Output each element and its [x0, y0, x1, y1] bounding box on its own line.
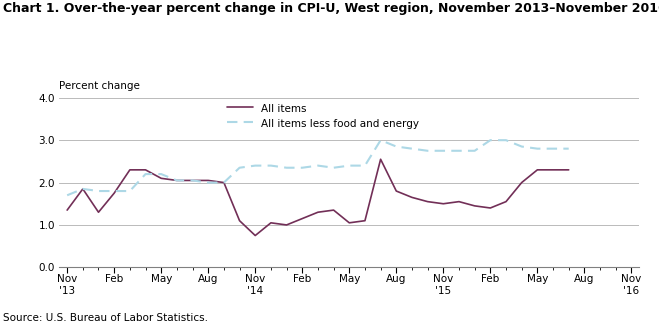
All items	[502, 200, 510, 203]
All items less food and energy	[345, 164, 353, 168]
All items	[345, 221, 353, 225]
Line: All items less food and energy: All items less food and energy	[67, 140, 569, 195]
All items less food and energy	[110, 189, 118, 193]
All items	[424, 200, 432, 203]
All items less food and energy	[63, 193, 71, 197]
All items	[158, 176, 165, 180]
All items	[471, 204, 478, 208]
All items	[126, 168, 134, 172]
All items less food and energy	[251, 164, 259, 168]
All items	[110, 191, 118, 195]
All items less food and energy	[173, 179, 181, 183]
All items less food and energy	[220, 181, 228, 185]
All items less food and energy	[188, 179, 196, 183]
All items	[173, 179, 181, 183]
All items less food and energy	[299, 166, 306, 170]
All items	[455, 200, 463, 203]
Line: All items: All items	[67, 159, 569, 235]
All items	[267, 221, 275, 225]
All items less food and energy	[236, 166, 244, 170]
All items less food and energy	[283, 166, 291, 170]
All items	[486, 206, 494, 210]
All items	[440, 202, 447, 206]
All items	[63, 208, 71, 212]
Text: Source: U.S. Bureau of Labor Statistics.: Source: U.S. Bureau of Labor Statistics.	[3, 313, 208, 323]
All items	[377, 157, 385, 161]
Text: Percent change: Percent change	[59, 81, 140, 91]
All items less food and energy	[518, 145, 526, 149]
All items less food and energy	[502, 138, 510, 142]
All items less food and energy	[158, 172, 165, 176]
All items less food and energy	[267, 164, 275, 168]
All items less food and energy	[408, 147, 416, 151]
All items less food and energy	[314, 164, 322, 168]
All items less food and energy	[142, 172, 150, 176]
All items	[79, 187, 87, 191]
All items	[533, 168, 541, 172]
All items less food and energy	[549, 147, 557, 151]
All items less food and energy	[204, 181, 212, 185]
All items	[188, 179, 196, 183]
All items	[392, 189, 400, 193]
All items less food and energy	[565, 147, 573, 151]
All items	[408, 195, 416, 199]
All items less food and energy	[392, 145, 400, 149]
Legend: All items, All items less food and energy: All items, All items less food and energ…	[227, 103, 419, 129]
All items less food and energy	[361, 164, 369, 168]
All items	[142, 168, 150, 172]
All items	[330, 208, 337, 212]
All items	[251, 233, 259, 237]
Text: Chart 1. Over-the-year percent change in CPI-U, West region, November 2013–Novem: Chart 1. Over-the-year percent change in…	[3, 2, 659, 15]
All items	[518, 181, 526, 185]
All items less food and energy	[94, 189, 102, 193]
All items	[220, 181, 228, 185]
All items	[283, 223, 291, 227]
All items	[236, 219, 244, 223]
All items less food and energy	[330, 166, 337, 170]
All items	[204, 179, 212, 183]
All items	[549, 168, 557, 172]
All items	[565, 168, 573, 172]
All items less food and energy	[440, 149, 447, 153]
All items	[314, 210, 322, 214]
All items less food and energy	[471, 149, 478, 153]
All items less food and energy	[486, 138, 494, 142]
All items less food and energy	[79, 187, 87, 191]
All items	[361, 219, 369, 223]
All items less food and energy	[377, 138, 385, 142]
All items less food and energy	[455, 149, 463, 153]
All items less food and energy	[424, 149, 432, 153]
All items less food and energy	[126, 189, 134, 193]
All items	[94, 210, 102, 214]
All items less food and energy	[533, 147, 541, 151]
All items	[299, 217, 306, 221]
